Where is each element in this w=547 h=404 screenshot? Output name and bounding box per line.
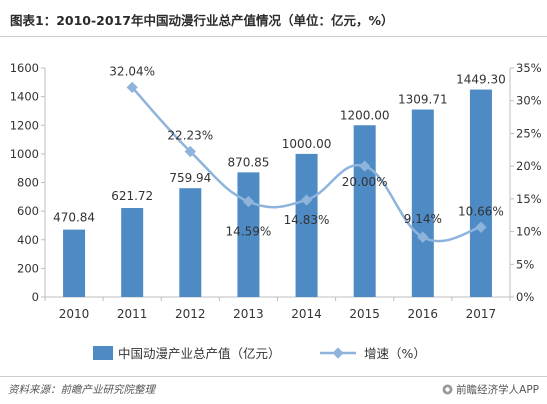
brand-logo-icon xyxy=(442,384,453,395)
growth-point-2013 xyxy=(242,195,255,208)
y-right-tick-label: 0% xyxy=(516,290,534,304)
bar-value-label: 1309.71 xyxy=(398,93,448,107)
y-left-tick-label: 1400 xyxy=(10,90,39,104)
combo-chart: 0 200 400 600 800 1000 1200 1400 1600 0% 5% 10% 15% 2… xyxy=(10,61,542,361)
footer-divider xyxy=(0,376,547,377)
y-left-tick-label: 1600 xyxy=(10,61,39,75)
bar-2015 xyxy=(353,125,376,297)
x-tick-label: 2017 xyxy=(466,307,497,321)
growth-value-label: 14.59% xyxy=(226,225,272,239)
bar-2010 xyxy=(63,229,86,297)
growth-value-label: 9.14% xyxy=(404,212,442,226)
growth-point-2017 xyxy=(475,221,487,233)
bar-2017 xyxy=(469,89,492,297)
x-tick-label: 2012 xyxy=(175,307,206,321)
x-tick-label: 2010 xyxy=(59,307,90,321)
source-note: 资料来源：前瞻产业研究院整理 xyxy=(8,384,155,396)
y-left-tick-label: 600 xyxy=(17,204,39,218)
bar-2016 xyxy=(411,109,434,297)
y-left-tick-label: 200 xyxy=(17,261,39,275)
x-tick-label: 2016 xyxy=(408,307,439,321)
bar-value-label: 870.85 xyxy=(227,155,269,169)
growth-point-2015 xyxy=(359,160,371,172)
bar-value-label: 621.72 xyxy=(111,189,153,203)
bar-value-label: 759.94 xyxy=(169,171,211,185)
y-left-tick-label: 0 xyxy=(32,290,39,304)
growth-value-label: 20.00% xyxy=(342,175,388,189)
y-right-tick-label: 35% xyxy=(516,61,542,75)
growth-value-label: 22.23% xyxy=(167,129,213,143)
legend-bar-label: 中国动漫产业总产值（亿元） xyxy=(118,346,281,361)
y-right-tick-label: 25% xyxy=(516,126,542,140)
y-right-tick-label: 30% xyxy=(516,94,542,108)
growth-value-label: 32.04% xyxy=(109,64,155,78)
y-right-tick-label: 5% xyxy=(516,257,534,271)
bar-value-label: 1449.30 xyxy=(456,73,506,87)
legend-line-marker xyxy=(332,347,344,359)
bar-2014 xyxy=(295,153,318,297)
bar-value-label: 1200.00 xyxy=(340,108,390,122)
growth-point-2011 xyxy=(126,81,138,94)
bar-value-label: 1000.00 xyxy=(282,137,332,151)
growth-value-label: 10.66% xyxy=(458,204,504,218)
growth-point-2014 xyxy=(300,194,313,206)
chart-title: 图表1：2010-2017年中国动漫行业总产值情况（单位：亿元，%） xyxy=(10,13,394,28)
growth-value-label: 14.83% xyxy=(284,213,330,227)
growth-point-2012 xyxy=(184,145,196,158)
brand-mark: 前瞻经济学人APP xyxy=(442,382,539,397)
y-left-tick-label: 1000 xyxy=(10,147,39,161)
brand-name: 前瞻经济学人APP xyxy=(456,384,539,396)
legend-bar-swatch xyxy=(93,346,113,360)
x-tick-label: 2011 xyxy=(117,307,148,321)
x-tick-label: 2014 xyxy=(291,307,322,321)
bar-2012 xyxy=(179,188,202,297)
legend-line-label: 增速（%） xyxy=(364,346,426,361)
y-left-tick-label: 800 xyxy=(17,176,39,190)
y-right-tick-label: 10% xyxy=(516,225,542,239)
y-right-tick-label: 20% xyxy=(516,159,542,173)
y-left-tick-label: 400 xyxy=(17,233,39,247)
growth-point-2016 xyxy=(417,231,429,243)
bar-value-label: 470.84 xyxy=(53,211,95,225)
bar-2011 xyxy=(121,208,144,297)
x-tick-label: 2015 xyxy=(349,307,380,321)
title-divider xyxy=(0,36,547,37)
y-left-tick-label: 1200 xyxy=(10,118,39,132)
x-tick-label: 2013 xyxy=(233,307,264,321)
y-right-tick-label: 15% xyxy=(516,192,542,206)
